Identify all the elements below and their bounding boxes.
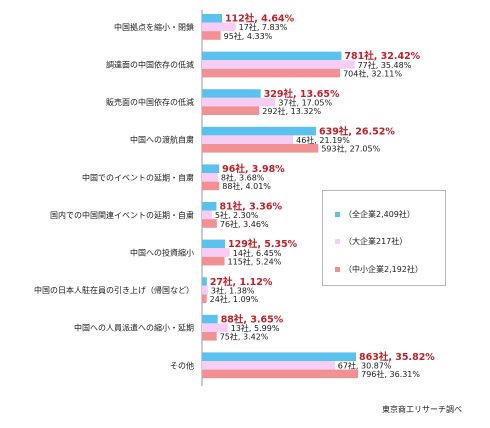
legend-item-all: （全企業2,409社） <box>335 209 415 220</box>
bar-sme <box>202 256 225 266</box>
data-label-all: 112社, 4.64% <box>225 13 295 25</box>
data-label-large: 17社, 7.83% <box>239 22 288 32</box>
data-label-large: 5社, 2.30% <box>215 210 259 220</box>
bar-sme <box>202 181 220 191</box>
category-label: 中国への投資縮小 <box>130 248 194 258</box>
data-label-all: 781社, 32.42% <box>344 50 420 62</box>
data-label-sme: 75社, 3.42% <box>220 332 269 342</box>
data-label-all: 863社, 35.82% <box>359 351 435 363</box>
data-label-all: 639社, 26.52% <box>319 125 395 137</box>
data-label-sme: 24社, 1.09% <box>210 294 259 304</box>
bar-sme <box>202 144 319 153</box>
category-label: 中国への渡航自粛 <box>130 135 194 145</box>
legend-swatch-sme <box>335 267 340 272</box>
bar-all <box>202 277 207 286</box>
category-label: 販売面の中国依存の低減 <box>106 97 194 107</box>
category-label: 国内での中国関連イベントの延期・自粛 <box>50 210 194 220</box>
bar-all <box>202 202 217 211</box>
bar-large <box>202 135 294 144</box>
bar-all <box>202 89 261 98</box>
bar-sme <box>202 68 341 78</box>
data-label-large: 8社, 3.68% <box>221 173 265 183</box>
bar-large <box>202 323 228 332</box>
bar-large <box>202 60 355 69</box>
data-label-large: 37社, 17.05% <box>278 97 332 107</box>
data-label-all: 27社, 1.12% <box>210 276 273 288</box>
data-label-all: 96社, 3.98% <box>222 163 285 175</box>
data-label-sme: 292社, 13.32% <box>262 106 321 116</box>
legend: （全企業2,409社） （大企業217社） （中小企業2,192社） <box>322 190 446 286</box>
bar-all <box>202 164 220 173</box>
bar-sme <box>202 369 359 379</box>
legend-item-large: （大企業217社） <box>335 236 407 247</box>
legend-label-all: （全企業2,409社） <box>344 210 415 219</box>
source-note: 東京商工リサーチ調べ <box>382 405 462 414</box>
bar-large <box>202 22 236 32</box>
bar-all <box>202 51 342 61</box>
bar-large <box>202 97 276 107</box>
data-label-large: 13社, 5.99% <box>231 323 280 333</box>
bar-large <box>202 248 230 257</box>
data-label-sme: 796社, 36.31% <box>361 369 420 379</box>
bar-large <box>202 361 335 370</box>
bar-large <box>202 285 208 295</box>
data-label-all: 88社, 3.65% <box>221 313 284 325</box>
data-label-large: 67社, 30.87% <box>338 361 392 371</box>
legend-swatch-large <box>335 239 340 244</box>
data-label-sme: 76社, 3.46% <box>220 219 269 229</box>
data-label-all: 329社, 13.65% <box>264 88 340 100</box>
category-label: 中国でのイベントの延期・自粛 <box>82 172 194 182</box>
category-label: 調達面の中国依存の低減 <box>106 60 194 70</box>
data-label-large: 46社, 21.19% <box>296 135 350 145</box>
data-label-all: 81社, 3.36% <box>219 201 282 213</box>
bar-sme <box>202 31 221 40</box>
bar-sme <box>202 106 260 115</box>
bar-all <box>202 314 218 324</box>
bar-all <box>202 126 317 136</box>
bar-all <box>202 14 222 23</box>
legend-item-sme: （中小企業2,192社） <box>335 264 423 275</box>
legend-label-sme: （中小企業2,192社） <box>344 265 423 274</box>
category-label: 中国への人員派遣への縮小・延期 <box>74 323 194 333</box>
legend-swatch-all <box>335 212 340 217</box>
data-label-large: 77社, 35.48% <box>358 60 412 70</box>
legend-label-large: （大企業217社） <box>344 237 408 246</box>
category-label: 中国拠点を縮小・閉鎖 <box>114 22 194 32</box>
bar-sme <box>202 294 207 303</box>
data-label-sme: 115社, 5.24% <box>228 256 282 266</box>
category-label: その他 <box>170 360 194 370</box>
bar-sme <box>202 332 217 341</box>
bar-large <box>202 210 212 220</box>
bar-large <box>202 173 218 182</box>
bar-sme <box>202 219 217 228</box>
data-label-large: 3社, 1.38% <box>211 285 255 295</box>
bar-all <box>202 239 226 249</box>
bar-all <box>202 352 357 361</box>
data-label-large: 14社, 6.45% <box>233 248 282 258</box>
data-label-sme: 593社, 27.05% <box>321 144 380 154</box>
data-label-sme: 95社, 4.33% <box>224 31 273 41</box>
category-label: 中国の日本人駐在員の引き上げ（帰国など） <box>34 285 194 295</box>
data-label-sme: 88社, 4.01% <box>222 181 271 191</box>
data-label-all: 129社, 5.35% <box>228 238 298 250</box>
data-label-sme: 704社, 32.11% <box>343 68 402 78</box>
